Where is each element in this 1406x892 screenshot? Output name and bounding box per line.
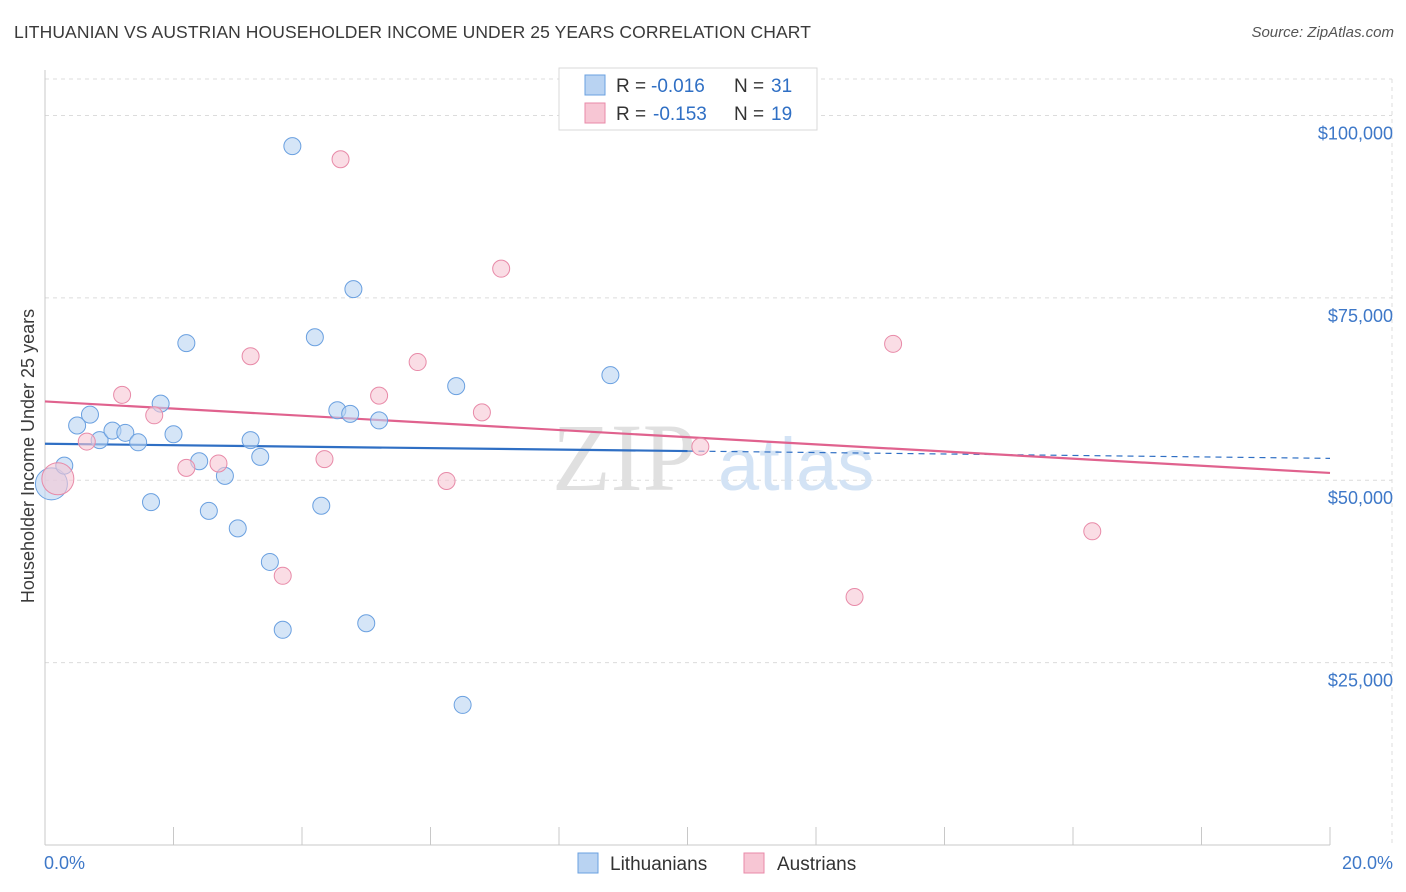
point-lithuanians-26 <box>357 614 376 633</box>
point-lithuanians-28 <box>447 377 466 396</box>
point-lithuanians-29 <box>453 695 472 714</box>
point-austrians-8 <box>315 450 334 469</box>
trend-lines <box>44 400 1331 475</box>
point-lithuanians-21 <box>305 328 324 347</box>
point-austrians-12 <box>437 471 456 490</box>
point-lithuanians-16 <box>241 431 260 450</box>
point-austrians-18 <box>1083 522 1102 541</box>
legend-swatch-lithuanians <box>584 74 606 96</box>
point-lithuanians-22 <box>312 496 331 515</box>
point-austrians-14 <box>492 259 511 278</box>
point-lithuanians-24 <box>341 404 360 423</box>
point-austrians-6 <box>241 347 260 366</box>
point-lithuanians-2 <box>68 416 87 435</box>
legend-r-value-1: -0.153 <box>653 104 707 125</box>
trend-solid-austrians <box>44 400 1331 475</box>
y-tick-label-3: $100,000 <box>1318 123 1393 143</box>
point-lithuanians-30 <box>601 366 620 385</box>
legend-r-label-0: R = <box>616 76 646 97</box>
point-austrians-1 <box>77 432 96 451</box>
point-lithuanians-6 <box>116 423 135 442</box>
point-lithuanians-17 <box>251 447 270 466</box>
point-lithuanians-25 <box>344 280 363 299</box>
point-austrians-0 <box>41 462 75 496</box>
point-lithuanians-13 <box>199 501 218 520</box>
point-austrians-10 <box>370 386 389 405</box>
legend-r-label-1: R = <box>616 104 646 125</box>
point-austrians-3 <box>145 406 164 425</box>
point-austrians-2 <box>113 385 132 404</box>
watermark-zip: ZIP <box>552 404 696 511</box>
trend-solid-lithuanians <box>44 442 688 453</box>
point-austrians-7 <box>273 566 292 585</box>
x-tick-label-1: 20.0% <box>1342 853 1393 873</box>
y-tick-label-2: $75,000 <box>1328 306 1393 326</box>
legend-n-value-1: 19 <box>771 104 792 125</box>
point-lithuanians-3 <box>80 405 99 424</box>
chart-title: LITHUANIAN VS AUSTRIAN HOUSEHOLDER INCOM… <box>14 22 811 42</box>
axes <box>44 70 1331 846</box>
bottom-legend-swatch-austrians <box>743 852 765 874</box>
point-austrians-4 <box>177 458 196 477</box>
point-lithuanians-7 <box>129 433 148 452</box>
series-legend: Lithuanians Austrians <box>577 852 856 875</box>
point-austrians-9 <box>331 150 350 169</box>
point-austrians-17 <box>884 334 903 353</box>
x-tick-label-0: 0.0% <box>44 853 85 873</box>
bottom-legend-label-lithuanians: Lithuanians <box>610 854 707 875</box>
y-tick-label-1: $50,000 <box>1328 488 1393 508</box>
legend-swatch-austrians <box>584 102 606 124</box>
point-austrians-11 <box>408 353 427 372</box>
point-lithuanians-8 <box>142 493 161 512</box>
point-lithuanians-27 <box>370 411 389 430</box>
point-austrians-5 <box>209 454 228 473</box>
point-lithuanians-11 <box>177 334 196 353</box>
watermark: ZIP atlas <box>552 404 874 511</box>
point-austrians-16 <box>845 587 864 606</box>
y-axis-label: Householder Income Under 25 years <box>18 309 38 603</box>
watermark-atlas: atlas <box>718 423 874 506</box>
bottom-legend-label-austrians: Austrians <box>777 854 856 875</box>
point-lithuanians-19 <box>273 620 292 639</box>
scatter-points <box>34 137 1102 714</box>
legend-n-label-0: N = <box>734 76 764 97</box>
point-lithuanians-15 <box>228 519 247 538</box>
stats-legend: R = -0.016 N = 31 R = -0.153 N = 19 <box>558 67 818 131</box>
tick-labels: $25,000 $50,000 $75,000 $100,000 0.0% 20.0% <box>44 123 1393 873</box>
point-austrians-13 <box>472 403 491 422</box>
point-lithuanians-18 <box>260 552 279 571</box>
legend-r-value-0: -0.016 <box>651 76 705 97</box>
y-tick-label-0: $25,000 <box>1328 671 1393 691</box>
point-austrians-15 <box>691 437 710 456</box>
legend-n-value-0: 31 <box>771 76 792 97</box>
bottom-legend-swatch-lithuanians <box>577 852 599 874</box>
point-lithuanians-20 <box>283 137 302 156</box>
point-lithuanians-10 <box>164 425 183 444</box>
legend-n-label-1: N = <box>734 104 764 125</box>
source-label: Source: ZipAtlas.com <box>1251 24 1394 41</box>
